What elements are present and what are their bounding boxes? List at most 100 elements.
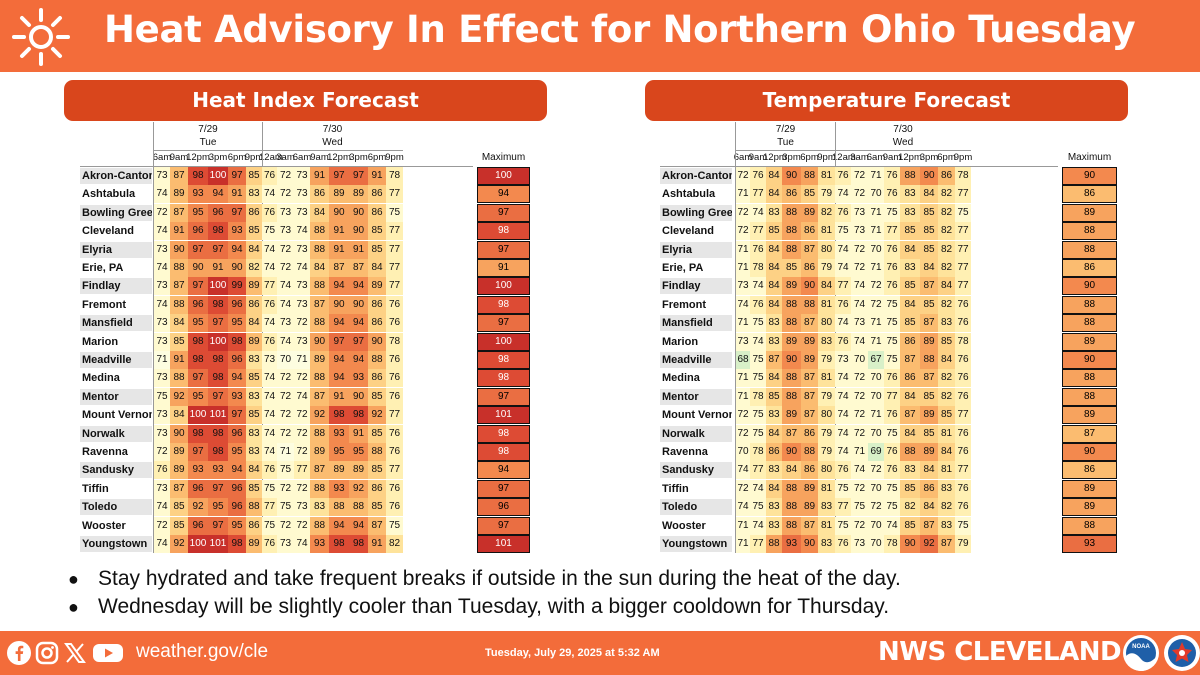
forecast-cell: 76	[386, 498, 403, 517]
forecast-cell: 75	[955, 203, 971, 222]
forecast-cell: 75	[386, 203, 403, 222]
forecast-cell: 77	[955, 185, 971, 204]
forecast-cell: 83	[900, 259, 920, 277]
max-cell: 88	[1062, 314, 1117, 333]
forecast-cell: 76	[884, 369, 900, 388]
forecast-cell: 74	[154, 259, 170, 277]
forecast-cell: 76	[835, 167, 851, 185]
forecast-cell: 88	[170, 369, 188, 388]
forecast-cell: 85	[368, 387, 386, 406]
forecast-cell: 87	[170, 203, 188, 222]
forecast-cell: 74	[277, 277, 294, 296]
forecast-cell: 77	[386, 461, 403, 480]
forecast-cell: 98	[349, 406, 368, 425]
hour-header: 6am	[292, 152, 312, 163]
forecast-cell: 73	[262, 351, 277, 369]
forecast-cell: 76	[955, 443, 971, 461]
forecast-cell: 96	[228, 424, 246, 443]
forecast-cell: 87	[329, 259, 349, 277]
forecast-cell: 91	[208, 259, 228, 277]
max-cell: 86	[1062, 259, 1117, 277]
max-cell: 101	[477, 406, 530, 425]
forecast-cell: 77	[955, 259, 971, 277]
forecast-cell: 90	[349, 295, 368, 314]
forecast-cell: 73	[154, 479, 170, 498]
forecast-cell: 95	[188, 314, 208, 333]
forecast-cell: 89	[310, 351, 329, 369]
forecast-cell: 73	[736, 277, 750, 296]
forecast-cell: 88	[782, 222, 801, 241]
forecast-cell: 68	[736, 351, 750, 369]
forecast-cell: 67	[868, 351, 884, 369]
forecast-cell: 76	[884, 240, 900, 259]
forecast-cell: 98	[349, 535, 368, 553]
forecast-cell: 85	[368, 424, 386, 443]
website-link[interactable]: weather.gov/cle	[136, 641, 269, 662]
forecast-cell: 76	[262, 295, 277, 314]
forecast-cell: 98	[329, 535, 349, 553]
forecast-cell: 76	[884, 443, 900, 461]
youtube-icon[interactable]	[92, 640, 124, 666]
facebook-icon[interactable]	[6, 640, 32, 666]
forecast-cell: 72	[294, 406, 310, 425]
forecast-cell: 101	[208, 406, 228, 425]
forecast-cell: 94	[349, 351, 368, 369]
forecast-cell: 88	[368, 351, 386, 369]
x-icon[interactable]	[62, 640, 88, 666]
forecast-cell: 97	[208, 314, 228, 333]
forecast-cell: 84	[310, 259, 329, 277]
forecast-cell: 74	[277, 332, 294, 351]
location-label: Elyria	[660, 241, 732, 258]
forecast-cell: 81	[938, 424, 955, 443]
forecast-cell: 78	[386, 332, 403, 351]
forecast-cell: 86	[246, 516, 262, 535]
forecast-cell: 88	[801, 167, 818, 185]
forecast-cell: 77	[955, 406, 971, 425]
forecast-cell: 77	[262, 498, 277, 517]
forecast-cell: 76	[835, 461, 851, 480]
forecast-cell: 75	[277, 498, 294, 517]
forecast-cell: 83	[246, 443, 262, 461]
forecast-cell: 86	[920, 479, 938, 498]
forecast-cell: 77	[294, 461, 310, 480]
forecast-cell: 73	[277, 314, 294, 333]
forecast-cell: 72	[277, 369, 294, 388]
forecast-cell: 84	[920, 185, 938, 204]
max-cell: 98	[477, 369, 530, 388]
max-cell: 97	[477, 203, 530, 222]
forecast-cell: 89	[801, 351, 818, 369]
forecast-cell: 98	[188, 332, 208, 351]
forecast-cell: 97	[228, 406, 246, 425]
forecast-cell: 74	[835, 259, 851, 277]
forecast-cell: 83	[818, 535, 835, 553]
forecast-cell: 85	[170, 332, 188, 351]
location-label: Medina	[662, 372, 700, 385]
forecast-cell: 81	[818, 295, 835, 314]
forecast-cell: 74	[835, 240, 851, 259]
hour-header: 9am	[882, 152, 902, 163]
forecast-cell: 79	[818, 259, 835, 277]
forecast-cell: 79	[818, 424, 835, 443]
forecast-cell: 84	[310, 203, 329, 222]
forecast-cell: 87	[766, 351, 782, 369]
forecast-cell: 82	[938, 369, 955, 388]
hour-header: 3pm	[782, 152, 801, 163]
forecast-cell: 72	[277, 424, 294, 443]
forecast-cell: 85	[938, 406, 955, 425]
forecast-cell: 92	[920, 535, 938, 553]
forecast-cell: 75	[386, 516, 403, 535]
hour-header: 6pm	[227, 152, 247, 163]
forecast-cell: 74	[750, 516, 766, 535]
hour-header: 3am	[850, 152, 869, 163]
forecast-cell: 74	[294, 222, 310, 241]
forecast-cell: 98	[329, 406, 349, 425]
forecast-cell: 77	[386, 406, 403, 425]
forecast-cell: 74	[154, 185, 170, 204]
forecast-cell: 76	[386, 314, 403, 333]
forecast-cell: 74	[736, 498, 750, 517]
forecast-cell: 79	[818, 443, 835, 461]
forecast-cell: 76	[955, 479, 971, 498]
forecast-cell: 72	[851, 240, 868, 259]
instagram-icon[interactable]	[34, 640, 60, 666]
max-cell: 94	[477, 461, 530, 480]
